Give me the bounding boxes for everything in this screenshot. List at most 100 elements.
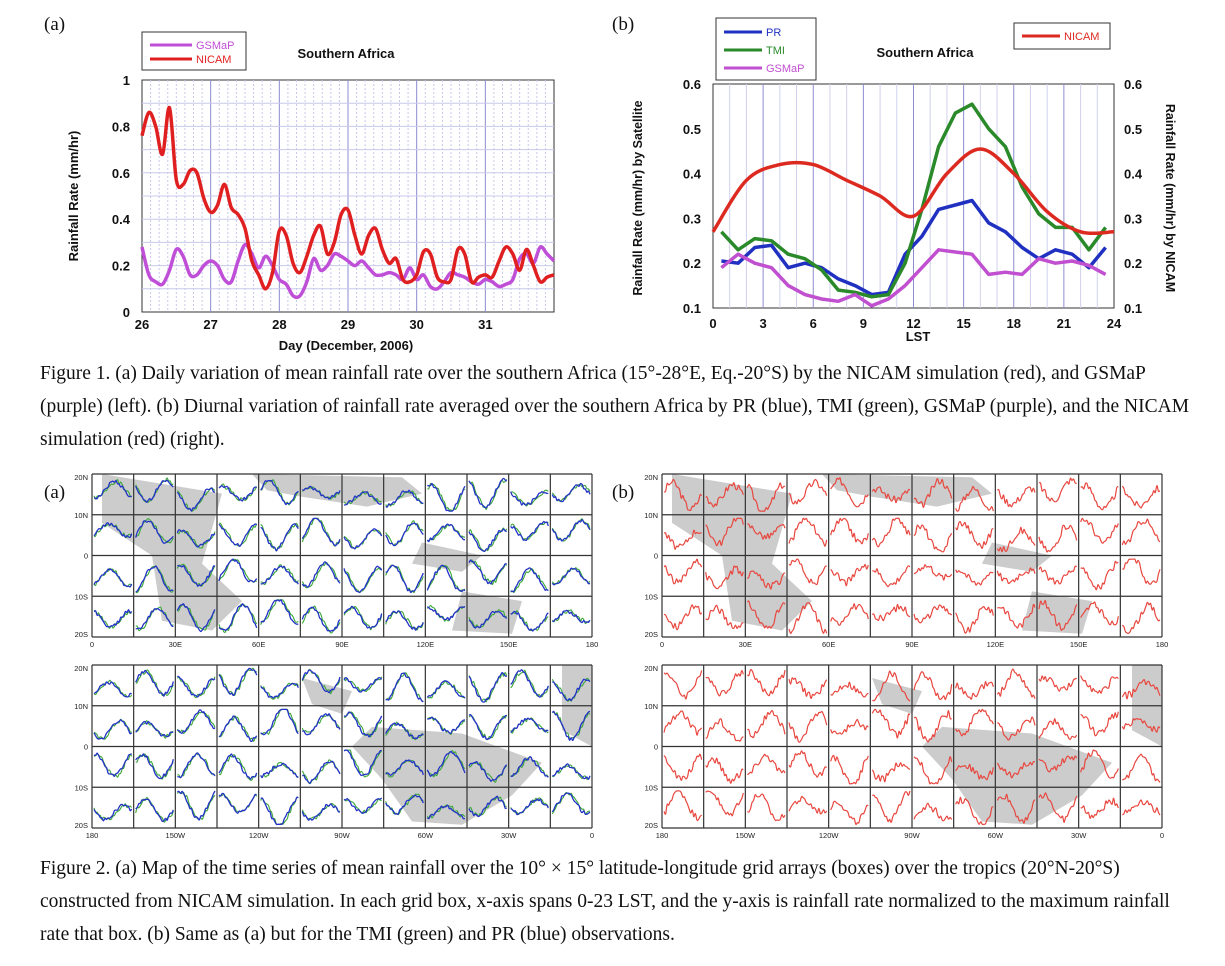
figure2-box-curve [93, 568, 133, 588]
figure2-box-curve [302, 713, 341, 736]
figure2-box-curve [1080, 749, 1119, 779]
figure1b-ytick-label-left: 0.4 [683, 167, 702, 182]
figure2-box-curve [1121, 518, 1161, 546]
figure1b-ylabel-left: Rainfall Rate (mm/hr) by Satellite [631, 100, 645, 295]
figure2-lat-label: 10S [75, 783, 88, 792]
figure2-box-curve [663, 710, 703, 736]
figure2-box-curve [427, 716, 466, 735]
figure2-lat-label: 10N [74, 511, 88, 520]
figure2-lat-label: 10S [75, 592, 88, 601]
figure2-box-curve [705, 604, 744, 630]
figure2-land-mass [922, 726, 1112, 825]
figure2-box-curve [176, 711, 216, 735]
figure2-box-curve [426, 804, 466, 820]
figure2-box-curve [1038, 599, 1078, 631]
figure2-box-curve [1121, 601, 1161, 634]
figure2-box-curve [663, 670, 703, 700]
figure2-box-curve [788, 795, 828, 815]
figure1b-ylabel-right: Rainfall Rate (mm/hr) by NICAM [1163, 104, 1177, 292]
figure2-box-curve [955, 605, 994, 634]
figure1b-ytick-label-right: 0.4 [1124, 167, 1143, 182]
figure2-box-curve [218, 485, 257, 502]
figure1a-legend-gsmap-label: GSMaP [196, 40, 235, 52]
figure1b-title: Southern Africa [876, 45, 974, 60]
figure1b-legend-pr-label: PR [766, 27, 781, 39]
figure2-box-curve [1080, 560, 1119, 591]
figure2-box-curve [343, 567, 382, 594]
figure1b-legend-tmi-label: TMI [766, 45, 785, 57]
figure2-lon-label: 60W [418, 831, 434, 840]
figure2-box-curve [788, 750, 827, 778]
figure2-box-curve [830, 754, 869, 785]
figure1a-ytick-label: 0.2 [112, 259, 130, 274]
figure2-box-curve [997, 603, 1036, 629]
figure1a-ytick-label: 0.8 [112, 119, 130, 134]
figure2-box-curve [788, 677, 828, 700]
figure1b-xtick-label: 18 [1007, 316, 1021, 331]
figure2-box-curve [260, 761, 299, 778]
figure2-box-curve [913, 524, 953, 553]
figure2-box-curve [426, 606, 466, 621]
figure2-box-curve [260, 523, 299, 552]
figure2-box-curve [955, 708, 994, 737]
figure2-lon-label: 150E [1070, 640, 1088, 649]
figure2-box-curve [747, 710, 786, 739]
figure2-lon-label: 60E [822, 640, 835, 649]
figure2-box-curve [830, 477, 869, 508]
figure2-box-curve [385, 672, 424, 703]
figure2-box-curve [218, 667, 258, 697]
figure2-box-curve [260, 599, 299, 625]
figure2-box-curve [1080, 675, 1119, 694]
figure2-box-curve [385, 564, 424, 594]
figure2-box-curve [385, 759, 424, 776]
figure2-box-curve [1121, 717, 1161, 733]
figure2-lon-label: 90W [334, 831, 350, 840]
figure1a-xtick-label: 27 [203, 317, 217, 332]
figure2-box-curve [871, 762, 911, 783]
figure2-box-curve [260, 682, 299, 700]
figure2-box-curve [135, 520, 174, 544]
figure2-lon-label: 60W [988, 831, 1004, 840]
figure2-box-curve [177, 564, 216, 587]
figure2-lat-label: 10N [644, 511, 658, 520]
figure2-box-curve [663, 558, 703, 585]
figure2-box-curve [1121, 679, 1161, 700]
figure2-box-curve [663, 604, 703, 631]
figure1a-xtick-label: 31 [478, 317, 492, 332]
figure2-box-curve [747, 753, 786, 776]
figure2-box-curve [996, 760, 1036, 779]
figure2-box-curve [997, 486, 1036, 508]
figure2-box-curve [552, 678, 591, 702]
figure2-box-curve [177, 675, 216, 698]
figure2-box-curve [705, 757, 744, 784]
figure2-land-mass [672, 474, 812, 631]
figure2-box-curve [468, 714, 508, 741]
figure2-box-curve [955, 796, 994, 826]
figure2-box-curve [955, 569, 994, 586]
figure1a-xtick-label: 29 [341, 317, 355, 332]
figure2-lat-label: 10N [74, 702, 88, 711]
figure2-lon-label: 150W [736, 831, 757, 840]
figure2-box-curve [996, 793, 1036, 824]
figure2-lon-label: 120E [417, 640, 435, 649]
figure2-box-curve [663, 529, 702, 550]
figure2-box-curve [177, 790, 216, 821]
figure2-box-curve [830, 563, 869, 587]
figure2-box-curve [871, 708, 911, 739]
figure1b-ytick-label-right: 0.2 [1124, 256, 1142, 271]
figure2-box-curve [385, 760, 424, 778]
figure2-lon-label: 90W [904, 831, 920, 840]
figure2-box-curve [1121, 799, 1161, 816]
figure2-box-curve [176, 487, 216, 512]
figure2-box-curve [93, 522, 133, 539]
figure2-box-curve [551, 609, 591, 625]
figure2-lon-label: 0 [660, 640, 664, 649]
figure2-lon-label: 60E [252, 640, 265, 649]
figure2-box-curve [93, 803, 133, 821]
figure2-box-curve [301, 714, 341, 733]
figure2-box-curve [385, 794, 424, 816]
